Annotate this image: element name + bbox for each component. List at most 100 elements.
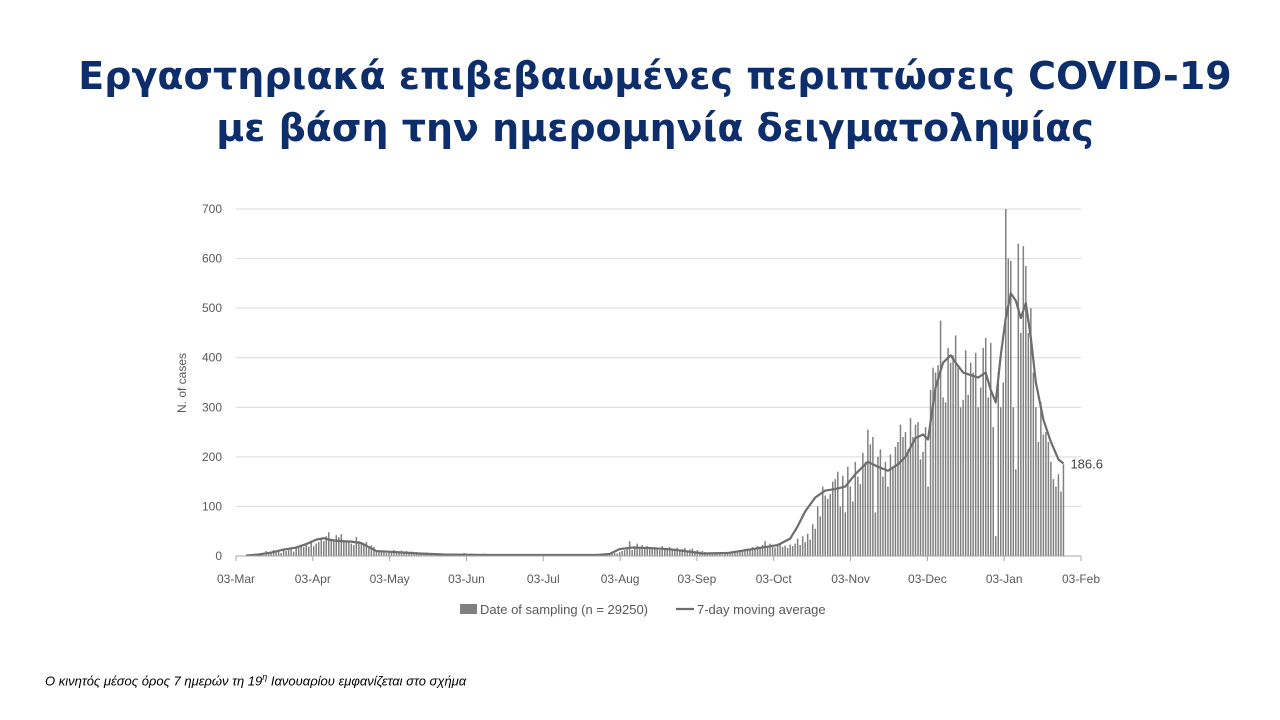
bar: [277, 551, 280, 556]
bar: [636, 543, 638, 556]
bar: [676, 547, 679, 556]
bar: [325, 536, 328, 556]
bar: [1005, 209, 1007, 556]
legend-swatch-bars: [460, 604, 477, 614]
bar: [1055, 486, 1057, 556]
bar: [365, 542, 368, 556]
bar: [972, 372, 974, 556]
bar: [761, 545, 764, 556]
chart-gridlines: [236, 208, 1081, 507]
bar: [912, 437, 914, 556]
bar: [633, 546, 636, 556]
bar: [656, 548, 658, 556]
bar: [894, 446, 897, 556]
bar: [874, 512, 877, 556]
bar: [949, 362, 952, 556]
bar: [829, 494, 832, 556]
bar: [370, 545, 373, 556]
bar: [756, 546, 759, 556]
bar: [791, 546, 794, 556]
bar: [1062, 464, 1065, 556]
bar: [355, 537, 358, 556]
bar: [816, 506, 819, 556]
bar: [877, 456, 879, 556]
bar: [300, 546, 302, 556]
bar: [408, 552, 410, 556]
bar: [295, 547, 297, 556]
bar: [305, 545, 307, 556]
bar: [766, 547, 769, 556]
legend: Date of sampling (n = 29250) 7-day movin…: [460, 602, 826, 617]
x-tick-label: 03-Apr: [295, 572, 331, 586]
bar: [902, 437, 904, 556]
bar: [1000, 407, 1002, 556]
bar: [872, 437, 874, 556]
bar: [345, 542, 348, 556]
bar: [1060, 491, 1062, 556]
bar: [631, 550, 633, 556]
y-tick-label: 600: [202, 252, 222, 266]
bar: [739, 551, 741, 556]
bar: [378, 551, 380, 556]
bar: [312, 546, 315, 556]
bar: [413, 553, 415, 556]
legend-label-bars: Date of sampling (n = 29250): [480, 602, 648, 617]
bar: [781, 547, 784, 556]
bar: [353, 545, 355, 556]
bar: [924, 427, 927, 556]
bar: [934, 372, 937, 556]
bar: [731, 552, 734, 556]
x-axis-ticks: 03-Mar 03-Apr 03-May 03-Jun 03-Jul 03-Aug 03-S…: [217, 556, 1100, 586]
bar: [659, 550, 661, 556]
y-tick-label: 500: [202, 301, 222, 315]
bar: [1020, 332, 1022, 556]
bar: [613, 553, 616, 556]
bar: [814, 528, 816, 556]
bar: [852, 501, 854, 556]
bar: [989, 342, 992, 556]
bar: [944, 402, 947, 556]
bar: [969, 362, 972, 556]
bar: [801, 536, 804, 556]
bar: [842, 475, 844, 556]
bar: [869, 444, 872, 556]
bar: [343, 540, 345, 556]
bar: [388, 551, 390, 556]
bar: [333, 541, 335, 556]
y-axis-ticks: 0 100 200 300 400 500 600 700: [202, 202, 222, 563]
bar: [267, 553, 270, 556]
bar: [744, 549, 746, 556]
bar: [653, 547, 656, 556]
footnote-text-end: Ιανουαρίου εμφανίζεται στο σχήμα: [267, 673, 467, 689]
bar: [959, 407, 962, 556]
bar: [741, 550, 744, 556]
bar: [666, 548, 669, 556]
bar: [1042, 434, 1045, 556]
bar: [328, 532, 330, 556]
bar: [395, 551, 398, 556]
bar: [806, 533, 809, 556]
bar: [618, 552, 621, 556]
bar: [914, 424, 917, 556]
y-tick-label: 200: [202, 450, 222, 464]
x-tick-label: 03-Mar: [217, 572, 255, 586]
bar: [892, 466, 894, 556]
bar: [643, 547, 646, 556]
bar: [1037, 441, 1040, 556]
bar: [1002, 382, 1005, 556]
bar: [317, 542, 320, 556]
bar: [721, 554, 724, 556]
bar: [804, 542, 806, 556]
bar: [360, 543, 363, 556]
bar: [1047, 441, 1050, 556]
x-tick-label: 03-Nov: [831, 572, 870, 586]
bar: [275, 552, 277, 556]
bar: [716, 554, 719, 556]
bar: [641, 545, 643, 556]
bar: [726, 553, 729, 556]
bar: [714, 553, 716, 556]
bar: [864, 461, 867, 556]
bar: [897, 441, 899, 556]
bar: [363, 544, 365, 556]
